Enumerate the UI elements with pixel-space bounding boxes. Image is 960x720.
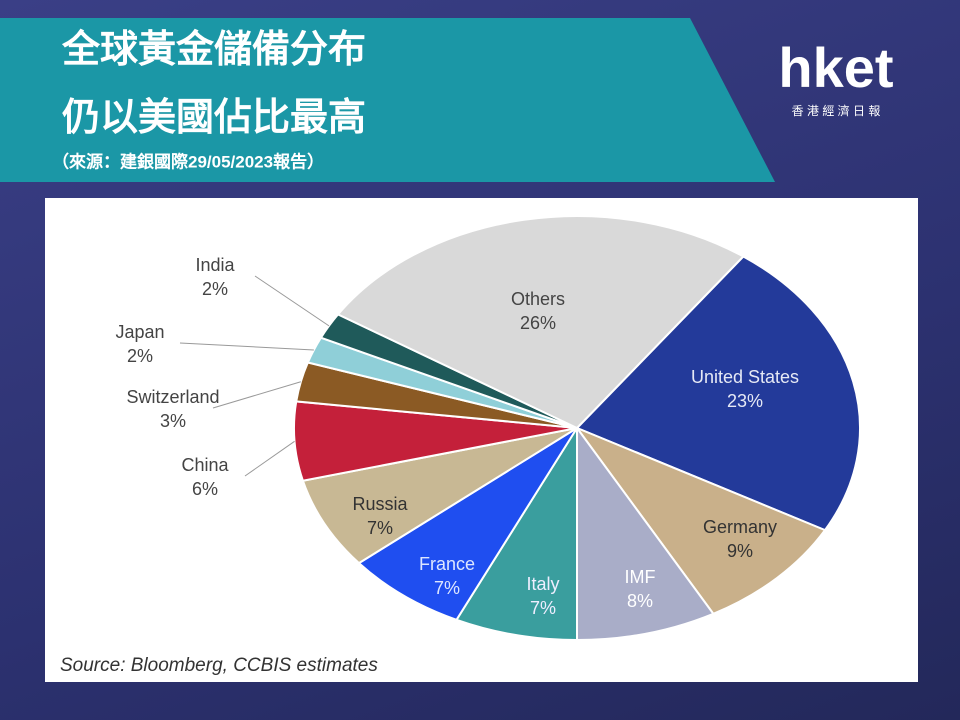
subtitle: （來源：建銀國際29/05/2023報告） xyxy=(52,151,324,171)
slice-value-label: 2% xyxy=(127,346,153,366)
slice-label: France xyxy=(419,554,475,574)
slice-value-label: 6% xyxy=(192,479,218,499)
slice-label: Italy xyxy=(526,574,559,594)
slice-value-label: 26% xyxy=(520,313,556,333)
slice-value-label: 8% xyxy=(627,591,653,611)
slice-value-label: 7% xyxy=(530,598,556,618)
pie-slice xyxy=(301,427,578,565)
slice-value-label: 3% xyxy=(160,411,186,431)
slice-label: Others xyxy=(511,289,565,309)
pie-slice xyxy=(574,425,827,615)
slice-value-label: 7% xyxy=(434,578,460,598)
pie-slice xyxy=(336,215,745,430)
slice-label: Switzerland xyxy=(126,387,219,407)
leader-line xyxy=(179,342,314,351)
leader-line xyxy=(212,381,301,409)
slice-value-label: 7% xyxy=(367,518,393,538)
leader-line xyxy=(244,440,295,477)
slice-value-label: 9% xyxy=(727,541,753,561)
title: 仍以美國佔比最高 xyxy=(62,97,366,139)
slice-value-label: 23% xyxy=(727,391,763,411)
slice-value-label: 2% xyxy=(202,279,228,299)
slice-label: IMF xyxy=(625,567,656,587)
pie-slice xyxy=(357,427,578,622)
slice-label: Germany xyxy=(703,517,777,537)
pie-slice xyxy=(576,424,715,642)
slice-label: Japan xyxy=(115,322,164,342)
logo: hket xyxy=(778,36,893,99)
pie-slice xyxy=(454,424,578,642)
slice-label: China xyxy=(181,455,229,475)
slice-label: India xyxy=(195,255,235,275)
leader-line xyxy=(254,275,330,327)
slice-label: United States xyxy=(691,367,799,387)
source: Source: Bloomberg, CCBIS estimates xyxy=(60,655,378,676)
pie-slice xyxy=(575,255,861,532)
slice-label: Russia xyxy=(352,494,408,514)
logo-sub: 香 港 經 濟 日 報 xyxy=(792,103,881,118)
header-band xyxy=(0,18,775,182)
title: 全球黃金儲備分布 xyxy=(61,28,366,71)
